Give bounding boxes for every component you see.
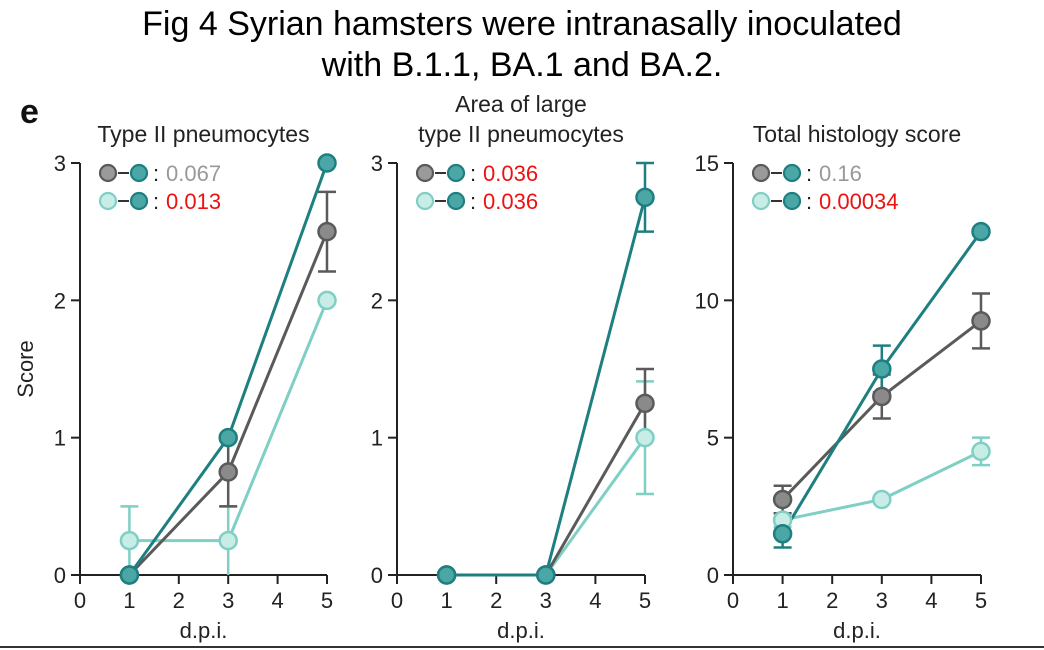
data-point-ba1 [218,530,238,551]
legend-marker-ba1 [415,191,435,211]
legend-marker-b11 [751,163,771,183]
x-tick-label: 3 [540,588,552,613]
x-tick-label: 1 [123,588,135,613]
x-tick-label: 1 [776,588,788,613]
data-point-b11 [317,221,337,242]
x-axis-label: d.p.i. [497,618,545,643]
chart-title-line-2: type II pneumocytes [418,121,624,147]
data-point-ba2 [872,359,892,379]
x-tick-label: 2 [490,588,502,613]
legend-marker-ba2 [782,163,802,183]
legend-colon: : [806,189,812,214]
p-value-label: 0.036 [483,161,538,186]
x-tick-label: 1 [440,588,452,613]
bottom-rule [0,646,1044,648]
legend-marker-b11 [415,163,435,183]
data-point-ba2 [772,524,793,544]
x-tick-label: 2 [173,588,185,613]
data-point-b11 [872,386,892,407]
data-point-ba2 [971,221,991,242]
legend-colon: : [153,161,159,186]
y-tick-label: 3 [371,151,383,176]
x-axis-label: d.p.i. [180,618,228,643]
x-tick-label: 4 [271,588,283,613]
y-tick-label: 0 [371,563,383,588]
y-tick-label: 15 [695,151,719,176]
data-point-b11 [218,462,238,482]
legend-colon: : [470,189,476,214]
series-line-b11 [446,402,647,577]
figure-title-line-2: with B.1.1, BA.1 and BA.2. [321,46,723,84]
legend-marker-ba2 [446,163,466,183]
legend-marker-ba2 [129,163,149,183]
y-tick-label: 5 [707,426,719,451]
data-point-ba2 [436,565,457,585]
y-tick-label: 0 [707,563,719,588]
data-point-ba2 [635,187,655,208]
legend-colon: : [806,161,812,186]
y-tick-label: 1 [371,426,383,451]
legend-marker-ba2 [782,191,802,211]
y-tick-label: 1 [54,426,66,451]
p-value-label: 0.067 [166,161,221,186]
chart-title-line-1: Area of large [455,91,587,117]
legend-marker-ba1 [751,191,771,211]
legend-colon: : [153,189,159,214]
data-point-ba1 [119,530,140,551]
series-line-ba2 [446,196,647,577]
series-line-ba1 [446,436,647,577]
data-point-b11 [635,393,655,414]
x-tick-label: 5 [639,588,651,613]
data-point-ba1 [635,427,655,448]
y-tick-label: 2 [54,288,66,313]
legend-colon: : [470,161,476,186]
x-tick-label: 4 [925,588,937,613]
figure-title: Fig 4 Syrian hamsters were intranasally … [0,4,1044,86]
y-tick-label: 2 [371,288,383,313]
data-point-ba2 [119,565,140,585]
y-tick-label: 3 [54,151,66,176]
legend-marker-b11 [98,163,118,183]
chart-panel-1: Type II pneumocytes 0 1 2 3 0 1 2 3 4 5 d.p.i. Score… [13,121,337,643]
chart-panel-2: Area of large type II pneumocytes 0 1 2 3 0 1 2 3… [371,91,655,643]
data-point-ba1 [872,489,892,510]
data-point-ba1 [317,290,337,311]
x-tick-label: 0 [74,588,86,613]
p-value-label: 0.036 [483,189,538,214]
chart-title: Total histology score [753,121,961,147]
chart-panel-3: Total histology score 0 5 10 15 0 1 2 3 4 5 d.p.i.:… [695,121,991,643]
y-tick-label: 10 [695,288,719,313]
p-value-label: 0.013 [166,189,221,214]
legend-marker-ba2 [446,191,466,211]
x-tick-label: 4 [589,588,601,613]
chart-title: Type II pneumocytes [97,121,309,147]
data-point-b11 [772,489,793,510]
figure-title-line-1: Fig 4 Syrian hamsters were intranasally … [142,5,902,43]
legend-marker-ba1 [98,191,118,211]
data-point-ba2 [218,427,238,448]
legend-marker-ba2 [129,191,149,211]
x-tick-label: 5 [975,588,987,613]
y-axis-label: Score [13,340,38,397]
x-tick-label: 0 [391,588,403,613]
x-tick-label: 3 [876,588,888,613]
x-axis-label: d.p.i. [833,618,881,643]
x-tick-label: 0 [727,588,739,613]
y-tick-label: 0 [54,563,66,588]
panel-letter: e [20,93,39,131]
p-value-label: 0.00034 [819,189,899,214]
p-value-label: 0.16 [819,161,862,186]
data-point-b11 [971,311,991,331]
x-tick-label: 2 [826,588,838,613]
x-tick-label: 3 [222,588,234,613]
data-point-ba1 [971,441,991,462]
data-point-ba2 [317,153,337,173]
x-tick-label: 5 [321,588,333,613]
data-point-ba2 [536,565,556,585]
